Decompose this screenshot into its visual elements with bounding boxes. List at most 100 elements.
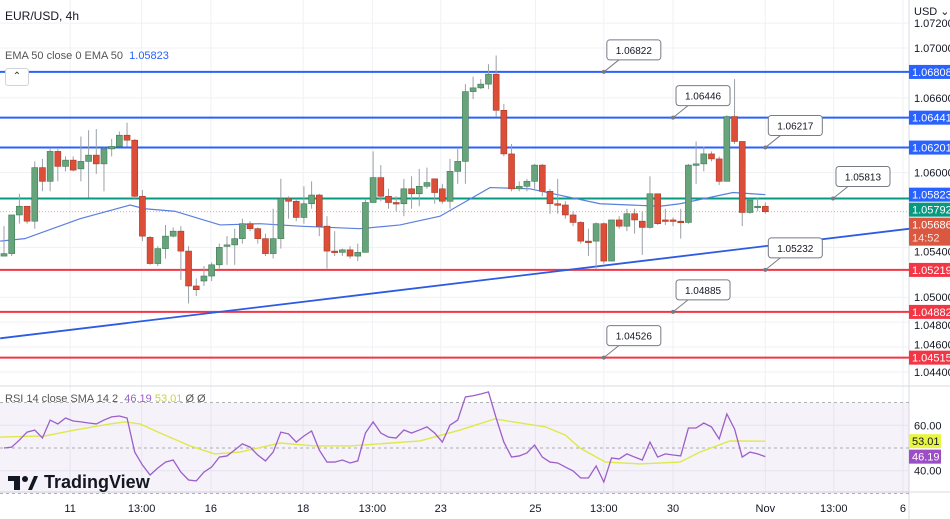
callout-anchor-dot [671, 309, 676, 314]
candle-up [354, 252, 362, 257]
level-axis-label-bg [909, 140, 950, 155]
candle-down [123, 134, 131, 141]
candle-up [277, 198, 285, 239]
callout-anchor-dot [601, 355, 606, 360]
callout-anchor-dot [601, 69, 606, 74]
candle-up [608, 219, 615, 262]
callout-pointer [672, 105, 689, 119]
candle-down [538, 164, 546, 192]
time-tick-label: 13:00 [590, 503, 618, 515]
level-axis-label-bg [909, 110, 950, 125]
price-callout-label: 1.04885 [685, 286, 722, 297]
price-callout-box[interactable] [767, 237, 823, 259]
price-tick-label: 1.05400 [914, 247, 950, 259]
rsi-legend-label: RSI 14 close SMA 14 2 [5, 393, 119, 405]
candle-up [208, 264, 215, 277]
candle-up [169, 230, 177, 237]
rsi-legend-value: 46.19 [124, 393, 152, 405]
tradingview-logo[interactable]: TradingView [8, 472, 150, 493]
candle-up [446, 171, 454, 202]
rsi-sma-axis-label: 53.01 [912, 436, 940, 448]
rsi-axis-label-bg [909, 449, 941, 464]
price-tick-label: 1.06600 [914, 93, 950, 105]
candle-down [146, 237, 154, 264]
price-callout-box[interactable] [606, 325, 662, 347]
rsi-legend[interactable]: RSI 14 close SMA 14 2 46.19 53.01 Ø Ø [5, 393, 206, 405]
trendline[interactable] [0, 227, 910, 340]
candle-down [731, 116, 738, 142]
currency-selector[interactable]: USD ⌄ [914, 5, 950, 18]
candle-down [738, 141, 746, 213]
ema-legend[interactable]: EMA 50 close 0 EMA 50 1.05823 [5, 50, 169, 62]
callout-pointer [672, 299, 689, 313]
rsi-sma-axis-label-bg [909, 434, 941, 449]
price-callout-box[interactable] [675, 85, 731, 107]
candle-down [585, 240, 592, 243]
price-callout-label: 1.06217 [777, 122, 814, 133]
candle-down [708, 153, 715, 160]
candle-up [477, 83, 485, 89]
tradingview-logo-icon [8, 475, 38, 490]
callout-anchor-dot [830, 196, 835, 201]
candle-down [346, 249, 354, 257]
candle-up [308, 194, 315, 205]
candle-down [631, 213, 638, 221]
candle-up [216, 247, 223, 266]
price-tick-label: 1.04800 [914, 320, 950, 332]
time-tick-label: 25 [529, 503, 541, 515]
price-callout-box[interactable] [606, 39, 662, 61]
callout-pointer [764, 257, 781, 271]
time-tick-label: 6 [900, 503, 906, 515]
candle-up [223, 244, 231, 247]
candle-up [8, 214, 15, 254]
candle-up [269, 238, 277, 254]
candle-down [762, 205, 769, 213]
candle-down [408, 188, 415, 195]
time-tick-label: 11 [64, 503, 75, 515]
collapse-legend-button[interactable]: ⌃ [5, 68, 29, 86]
candle-down [139, 195, 146, 237]
candle-up [154, 248, 162, 264]
price-callout-box[interactable] [767, 115, 823, 137]
candle-down [508, 153, 515, 190]
candle-up [531, 164, 538, 182]
candle-down [246, 223, 254, 229]
candle-down [262, 238, 269, 254]
price-tick-label: 1.07200 [914, 18, 950, 30]
candle-down [638, 220, 646, 228]
time-tick-label: 13:00 [359, 503, 387, 515]
candle-down [569, 214, 577, 223]
candle-up [0, 253, 8, 257]
candle-up [400, 188, 408, 205]
candle-down [177, 230, 185, 252]
candle-up [685, 164, 692, 223]
candle-down [677, 220, 685, 223]
candle-up [415, 186, 423, 195]
price-callout-box[interactable] [675, 279, 731, 301]
rsi-sma-line [0, 418, 766, 465]
candle-down [54, 151, 62, 167]
price-tick-label: 1.07000 [914, 43, 950, 55]
price-callout-box[interactable] [835, 166, 891, 188]
candle-down [377, 177, 385, 197]
candle-down [69, 159, 77, 171]
candle-down [577, 222, 585, 242]
level-axis-label: 1.06808 [912, 67, 950, 79]
tradingview-logo-text: TradingView [44, 472, 150, 492]
candle-up [31, 167, 39, 222]
level-axis-label-bg [909, 202, 950, 217]
price-tick-label: 1.05000 [914, 292, 950, 304]
rsi-legend-extra: Ø Ø [185, 393, 206, 405]
candle-up [362, 202, 369, 253]
candle-down [385, 195, 392, 203]
last-price-axis-label-bg [909, 217, 950, 246]
callout-pointer [832, 186, 849, 199]
level-axis-label-bg [909, 304, 950, 319]
chevron-up-icon: ⌃ [12, 71, 22, 82]
time-tick-label: 23 [435, 503, 447, 515]
candle-up [85, 154, 92, 162]
candle-down [662, 219, 669, 222]
chevron-down-icon: ⌄ [940, 6, 950, 18]
candle-up [369, 177, 377, 203]
